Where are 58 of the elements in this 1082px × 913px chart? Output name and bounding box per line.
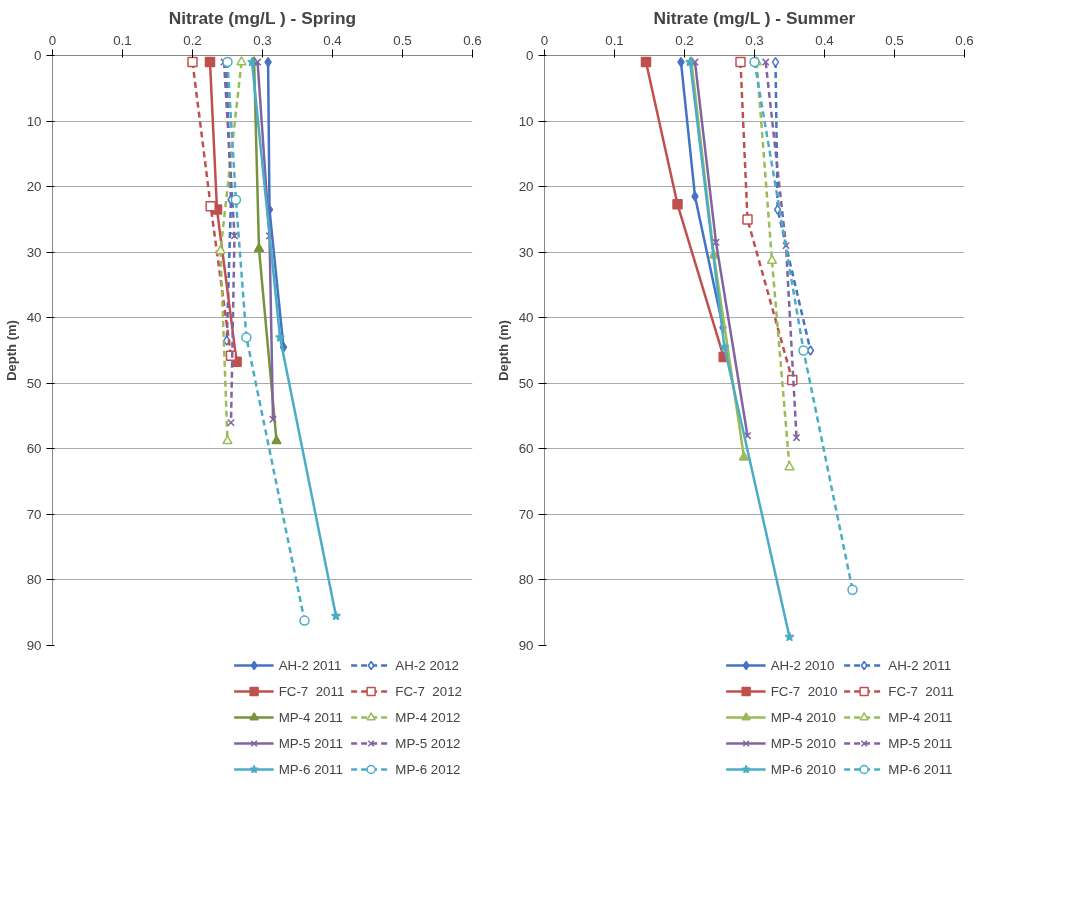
legend-label: MP-6 2010 (770, 761, 836, 777)
y-tick-label: 40 (518, 310, 534, 326)
x-tick-label: 0.3 (253, 32, 272, 48)
y-tick-label: 10 (518, 113, 534, 129)
y-tick-label: 80 (518, 572, 534, 588)
x-tick-label: 0.1 (113, 32, 132, 48)
x-tick-label: 0.5 (393, 32, 412, 48)
y-axis-title: Depth (m) (495, 320, 511, 381)
x-tick-label: 0.1 (605, 32, 624, 48)
y-tick-label: 70 (26, 506, 42, 522)
legend-label: AH-2 2011 (278, 657, 342, 673)
y-tick-label: 30 (518, 244, 534, 260)
y-tick-label: 60 (518, 441, 534, 457)
y-tick-label: 20 (518, 179, 534, 195)
x-tick-label: 0.6 (955, 32, 974, 48)
legend-label: FC-7 2011 (278, 683, 345, 699)
y-tick-label: 90 (518, 638, 534, 653)
x-tick-label: 0.2 (183, 32, 202, 48)
chart-title: Nitrate (mg/L ) - Summer (653, 7, 856, 28)
y-tick-label: 30 (26, 244, 42, 260)
y-axis-title: Depth (m) (3, 320, 19, 381)
legend-label: MP-5 2012 (395, 735, 461, 751)
legend-label: AH-2 2010 (770, 657, 835, 673)
x-tick-label: 0.6 (463, 32, 482, 48)
y-tick-label: 50 (26, 375, 42, 391)
legend-label: MP-4 2011 (278, 709, 343, 725)
x-tick-label: 0 (540, 32, 549, 48)
y-tick-label: 40 (26, 310, 42, 326)
legend-label: AH-2 2012 (395, 657, 460, 673)
legend-label: FC-7 2012 (395, 683, 462, 699)
x-tick-label: 0.4 (815, 32, 835, 48)
legend-label: AH-2 2011 (888, 657, 952, 673)
x-tick-label: 0.5 (885, 32, 904, 48)
y-tick-label: 0 (34, 48, 42, 63)
legend-label: MP-4 2011 (888, 709, 953, 725)
y-tick-label: 80 (26, 572, 42, 588)
y-tick-label: 50 (518, 375, 534, 391)
x-tick-label: 0 (48, 32, 57, 48)
legend-label: MP-5 2011 (888, 735, 953, 751)
legend-label: MP-6 2011 (278, 761, 343, 777)
y-tick-label: 70 (518, 506, 534, 522)
legend-label: MP-6 2011 (888, 761, 953, 777)
y-tick-label: 10 (26, 113, 42, 129)
y-tick-label: 60 (26, 441, 42, 457)
x-tick-label: 0.3 (745, 32, 764, 48)
legend-label: MP-4 2010 (770, 709, 836, 725)
x-tick-label: 0.2 (675, 32, 694, 48)
y-tick-label: 0 (526, 48, 534, 63)
legend-label: FC-7 2011 (888, 683, 954, 699)
legend-label: MP-5 2010 (770, 735, 836, 751)
legend-label: FC-7 2010 (770, 683, 838, 699)
y-tick-label: 90 (26, 638, 42, 653)
x-tick-label: 0.4 (323, 32, 343, 48)
chart-title: Nitrate (mg/L ) - Spring (168, 7, 357, 28)
y-tick-label: 20 (26, 179, 42, 195)
legend-label: MP-4 2012 (395, 709, 461, 725)
legend-label: MP-5 2011 (278, 735, 343, 751)
legend-label: MP-6 2012 (395, 761, 461, 777)
